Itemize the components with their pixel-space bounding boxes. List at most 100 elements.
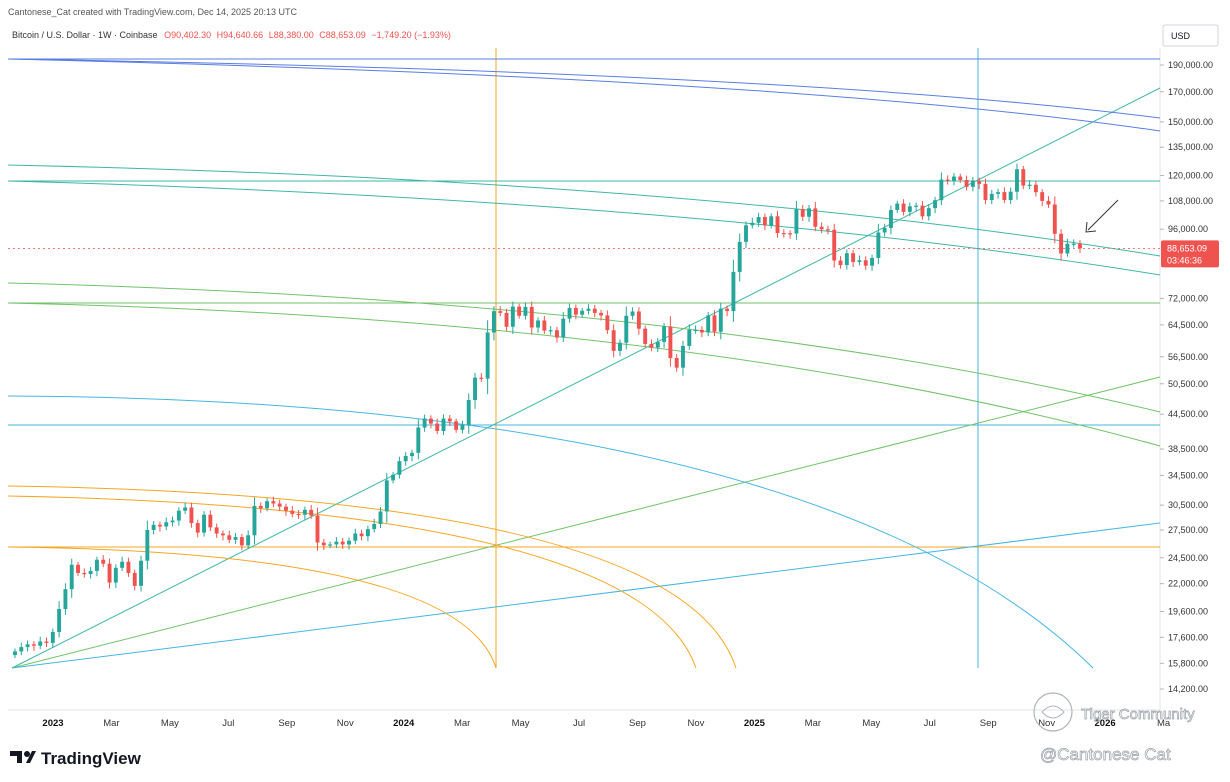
candle-body: [876, 232, 881, 258]
last-price-value: 88,653.09: [1167, 243, 1207, 253]
annotation-arrow[interactable]: [1087, 199, 1119, 231]
candle-body: [208, 514, 213, 528]
candle-body: [945, 179, 950, 181]
candle-body: [498, 311, 503, 313]
time-tick-label: Sep: [278, 718, 295, 729]
arc-blue-3[interactable]: [7, 395, 1094, 669]
candle-body: [359, 533, 364, 537]
candle-body: [441, 418, 446, 431]
candle-body: [529, 306, 534, 328]
time-tick-label: May: [862, 718, 880, 729]
fan-line-teal[interactable]: [11, 87, 1161, 669]
candle-body: [548, 330, 553, 332]
candle-body: [989, 193, 994, 201]
candle-body: [706, 315, 711, 333]
time-tick-label: Sep: [629, 718, 646, 729]
candle-body: [832, 229, 837, 261]
candle-body: [113, 567, 118, 583]
candle-body: [1059, 233, 1064, 254]
candle-body: [195, 523, 200, 533]
time-tick-label: 2023: [42, 718, 63, 729]
arc-green-2[interactable]: [7, 302, 1161, 447]
candle-body: [870, 257, 874, 266]
candle-body: [699, 329, 704, 333]
candle-body: [542, 320, 547, 331]
candle-body: [807, 208, 811, 217]
candle-body: [712, 315, 717, 332]
time-tick-label: Nov: [687, 718, 704, 729]
time-tick-label: 2024: [393, 718, 415, 729]
candle-body: [794, 209, 799, 234]
tv-logo-slash: [26, 751, 36, 763]
candle-body: [258, 505, 263, 509]
arc-teal-1[interactable]: [7, 164, 1161, 257]
candle-body: [410, 452, 414, 457]
price-axis[interactable]: 190,000.00 170,000.00 150,000.00 135,000.00…: [1160, 60, 1213, 694]
candle-body: [762, 217, 767, 226]
candle-body: [82, 572, 87, 575]
price-tick-label: 135,000.00: [1168, 142, 1213, 152]
candle-body: [737, 241, 742, 272]
candle-body: [479, 377, 484, 379]
chart-credit: Cantonese_Cat created with TradingView.c…: [8, 7, 297, 17]
watermark-community: Tiger Community: [1081, 706, 1195, 723]
candle-body: [649, 343, 654, 348]
fan-line-green[interactable]: [11, 376, 1161, 669]
candle-body: [151, 524, 156, 530]
candle-body: [895, 203, 900, 210]
candle-body: [933, 200, 938, 209]
candle-body: [624, 315, 629, 343]
candle-body: [819, 226, 824, 230]
candle-body: [813, 208, 818, 227]
candle-body: [756, 217, 761, 223]
candle-body: [1015, 169, 1019, 192]
candle-body: [126, 561, 131, 573]
candle-body: [914, 205, 919, 207]
candle-body: [1065, 243, 1070, 254]
candle-body: [120, 561, 125, 568]
price-tick-label: 56,500.00: [1168, 352, 1208, 362]
candle-body: [239, 537, 244, 546]
arc-orange-2[interactable]: [7, 495, 697, 669]
time-axis[interactable]: 2023 Mar May Jul Sep Nov 2024 Mar May Jul Sep Nov 20…: [42, 718, 1170, 729]
candle-body: [851, 253, 856, 262]
arc-orange-1[interactable]: [7, 485, 737, 669]
ohlc-low: L88,380.00: [269, 30, 314, 40]
candle-body: [920, 205, 925, 217]
price-tick-label: 108,000.00: [1168, 196, 1213, 206]
price-tick-label: 170,000.00: [1168, 87, 1213, 97]
candle-body: [403, 456, 408, 462]
candle-body: [561, 318, 566, 338]
arc-green-1[interactable]: [7, 282, 1161, 413]
candle-body: [536, 320, 541, 328]
candle-body: [1008, 191, 1013, 201]
candle-body: [907, 206, 912, 212]
candle-body: [592, 308, 597, 313]
candle-body: [1021, 169, 1026, 186]
candle-body: [88, 570, 93, 575]
candle-body: [643, 328, 648, 344]
arc-orange-3[interactable]: [7, 546, 497, 669]
candle-body: [901, 203, 906, 212]
time-tick-label: May: [161, 718, 179, 729]
time-tick-label: Mar: [103, 718, 119, 729]
fan-line-blue[interactable]: [11, 522, 1161, 669]
arc-teal-2[interactable]: [7, 180, 1161, 276]
candle-body: [290, 510, 295, 514]
candle-body: [139, 560, 143, 586]
svg-text:Bitcoin / U.S. Dollar · 1W · C: Bitcoin / U.S. Dollar · 1W · Coinbase O9…: [12, 30, 451, 40]
tiger-logo-icon: [1033, 692, 1073, 732]
time-tick-label: Mar: [805, 718, 821, 729]
candle-body: [271, 501, 276, 504]
price-tick-label: 19,600.00: [1168, 606, 1208, 616]
annotation-arrow-head: [1085, 221, 1097, 233]
arc-blue-1[interactable]: [7, 58, 1161, 119]
candle-body: [1002, 192, 1007, 201]
price-tick-label: 38,500.00: [1168, 444, 1208, 454]
price-tick-label: 30,500.00: [1168, 500, 1208, 510]
currency-button[interactable]: [1162, 24, 1219, 47]
arc-blue-2[interactable]: [7, 58, 1161, 132]
drawing-layer: [7, 48, 1161, 669]
candle-body: [454, 421, 459, 430]
